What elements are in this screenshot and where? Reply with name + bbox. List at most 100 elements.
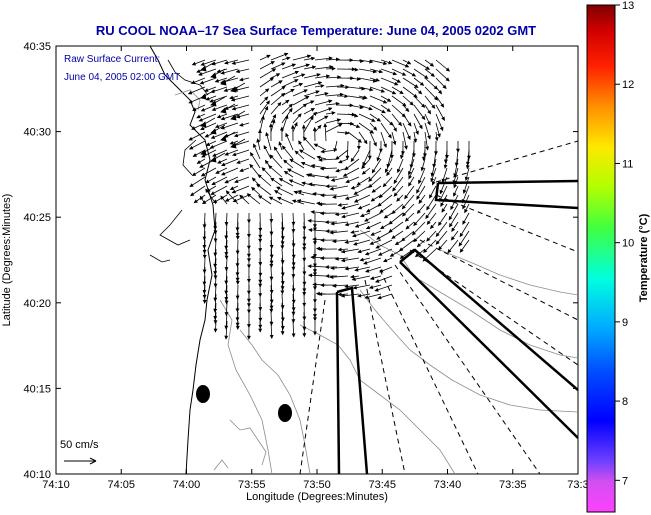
- current-vector-head: [377, 252, 383, 256]
- current-vector-head: [250, 151, 254, 157]
- current-vector-head: [344, 240, 349, 244]
- current-vector-head: [362, 161, 367, 167]
- current-vector-head: [302, 136, 307, 141]
- current-vector-head: [210, 72, 217, 79]
- x-tick-label: 73:50: [303, 479, 331, 491]
- current-vector-head: [354, 224, 360, 228]
- current-vector-head: [394, 81, 399, 86]
- current-vector-head: [416, 243, 422, 248]
- current-vector-head: [315, 90, 320, 94]
- current-vector-head: [426, 237, 431, 242]
- current-vector-head: [426, 206, 431, 211]
- current-vector-head: [393, 179, 398, 185]
- current-vector-head: [439, 126, 444, 132]
- coastline: [149, 46, 216, 474]
- current-vector-head: [318, 202, 323, 207]
- current-vector-head: [291, 199, 297, 204]
- current-vector-head: [190, 80, 196, 85]
- current-vector-head: [373, 142, 377, 147]
- current-vector-head: [345, 155, 350, 160]
- current-vector-head: [313, 143, 319, 148]
- x-axis: 74:10 74:05 74:00 73:55 73:50 73:45 73:40 73:35…: [42, 46, 589, 491]
- current-vector-head: [229, 95, 234, 100]
- current-vector-head: [405, 107, 410, 113]
- current-vector-head: [396, 79, 402, 83]
- current-vector-head: [323, 122, 328, 128]
- current-vector-head: [319, 166, 324, 171]
- current-vector-head: [211, 107, 217, 111]
- current-vector-head: [440, 202, 445, 207]
- current-vector-head: [313, 272, 317, 277]
- current-vector-head: [465, 165, 470, 170]
- current-vector-head: [285, 132, 289, 138]
- current-vector-head: [256, 138, 261, 143]
- current-vector-head: [435, 240, 440, 245]
- current-vector-head: [313, 331, 317, 336]
- x-tick-label: 73:40: [434, 479, 462, 491]
- current-vector-head: [191, 172, 197, 177]
- current-vector-head: [392, 71, 398, 76]
- current-vector-head: [433, 96, 439, 101]
- current-vector-head: [269, 219, 274, 224]
- current-vector-head: [389, 253, 395, 257]
- current-vector-head: [291, 333, 296, 338]
- current-vector-head: [416, 189, 420, 194]
- current-vector-head: [224, 151, 229, 156]
- current-vector-head: [427, 121, 431, 126]
- current-vector-head: [291, 63, 297, 68]
- current-vector-head: [306, 54, 312, 59]
- current-vector-head: [453, 192, 457, 197]
- current-vector-head: [344, 266, 349, 271]
- current-vector-head: [369, 87, 374, 92]
- current-vector-head: [435, 232, 440, 238]
- current-vector-head: [311, 65, 317, 70]
- current-vector-head: [229, 186, 235, 190]
- current-vector-head: [301, 181, 306, 186]
- current-vector-head: [200, 65, 207, 72]
- current-vector-head: [320, 149, 325, 154]
- shore-detail: [149, 59, 209, 263]
- current-vector-head: [356, 145, 361, 151]
- y-tick-label: 40:35: [23, 41, 51, 53]
- current-vector-head: [224, 60, 229, 65]
- current-vector-head: [231, 189, 237, 194]
- current-vector-head: [247, 264, 251, 269]
- current-vector-head: [193, 199, 198, 204]
- current-vector-head: [434, 137, 439, 142]
- current-vector-head: [220, 135, 227, 142]
- current-vector-head: [379, 225, 385, 230]
- current-vector-head: [462, 220, 467, 225]
- current-vector-head: [205, 179, 210, 184]
- current-vector-head: [334, 256, 339, 261]
- transect-e: [336, 286, 369, 474]
- current-vector-head: [239, 122, 244, 127]
- current-vector-head: [281, 62, 286, 67]
- current-vector-head: [350, 230, 355, 234]
- current-vector-head: [200, 172, 206, 177]
- current-vector-head: [375, 244, 380, 249]
- current-vector-head: [418, 179, 422, 185]
- current-vector-head: [224, 300, 229, 305]
- current-vector-head: [231, 152, 237, 157]
- current-vector-head: [309, 115, 314, 121]
- current-vector-head: [359, 213, 365, 218]
- current-vector-head: [392, 140, 397, 146]
- current-vector-head: [236, 160, 241, 164]
- current-vector-head: [188, 136, 193, 141]
- current-vector-head: [419, 81, 425, 86]
- current-vector-head: [421, 115, 426, 121]
- current-vector-head: [275, 73, 281, 77]
- current-vector-head: [370, 197, 375, 202]
- current-vector-head: [416, 209, 421, 215]
- current-vector-head: [310, 210, 315, 214]
- scale-arrow: [64, 457, 97, 465]
- current-vector-head: [441, 178, 446, 184]
- current-vector-head: [338, 123, 343, 128]
- current-vector-head: [352, 285, 357, 290]
- current-vector-head: [372, 69, 378, 74]
- current-vector-head: [301, 73, 306, 78]
- current-vector-head: [205, 188, 210, 193]
- current-vector-head: [424, 74, 429, 79]
- current-vector-head: [320, 193, 325, 198]
- current-vector-head: [293, 190, 298, 195]
